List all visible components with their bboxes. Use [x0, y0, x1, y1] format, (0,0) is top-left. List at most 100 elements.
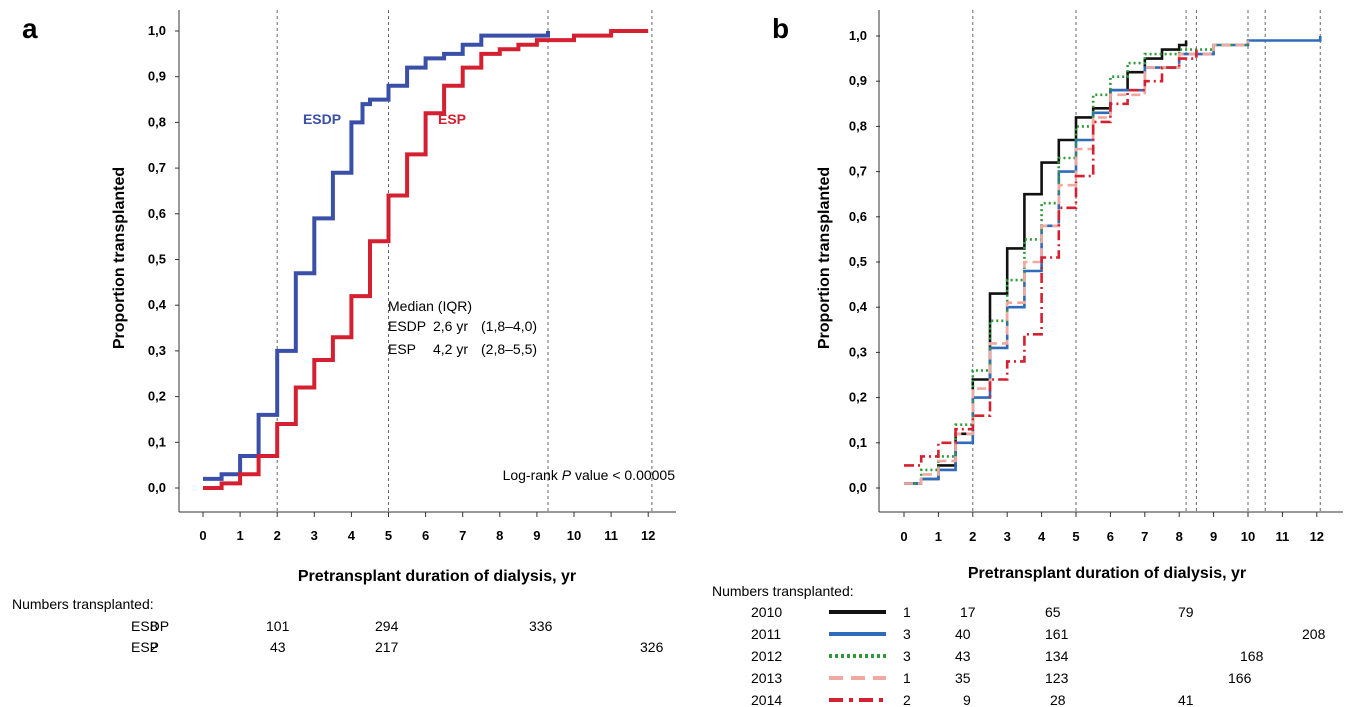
y-tick-label: 1,0: [148, 23, 166, 38]
numbers-cell: 28: [1050, 692, 1066, 707]
logrank-prefix: Log-rank: [503, 467, 562, 483]
numbers-row-label: ESP: [131, 639, 159, 655]
numbers-cell: 2: [903, 692, 911, 707]
numbers-cell: 8: [150, 618, 158, 634]
numbers-cell: 3: [903, 626, 911, 642]
y-tick-label: 0,3: [849, 344, 867, 359]
y-tick-label: 0,2: [849, 390, 867, 405]
numbers-cell: 168: [1240, 648, 1264, 664]
series-line-esdp: [203, 31, 550, 481]
y-tick-label: 0,1: [849, 435, 867, 450]
numbers-cell: 208: [1302, 626, 1326, 642]
y-tick-label: 0,4: [148, 297, 167, 312]
numbers-cell: 40: [955, 626, 971, 642]
logrank-p: P: [562, 467, 572, 483]
panel-b-letter: b: [772, 13, 789, 44]
y-tick-label: 0,2: [148, 389, 166, 404]
numbers-cell: 326: [640, 639, 664, 655]
median-title: Median (IQR): [388, 298, 472, 314]
series-line-2010: [904, 40, 1188, 485]
panel-a-letter: a: [22, 13, 38, 44]
numbers-cell: 1: [903, 604, 911, 620]
x-tick-label: 1: [236, 528, 243, 543]
series-label-esdp: ESDP: [303, 111, 341, 127]
median-row-esdp-iqr: (1,8–4,0): [481, 318, 537, 334]
series-line-esp: [203, 29, 649, 490]
x-tick-label: 11: [1276, 529, 1290, 544]
median-row-esp-value: 4,2 yr: [433, 341, 468, 357]
y-tick-label: 0,8: [849, 118, 867, 133]
x-tick-label: 5: [1072, 529, 1079, 544]
median-row-esdp-value: 2,6 yr: [433, 318, 468, 334]
x-tick-label: 12: [1310, 529, 1324, 544]
numbers-cell: 101: [266, 618, 290, 634]
x-tick-label: 10: [567, 528, 581, 543]
y-tick-label: 0,5: [849, 254, 867, 269]
y-tick-label: 0,9: [148, 69, 166, 84]
numbers-cell: 43: [270, 639, 286, 655]
numbers-cell: 17: [960, 604, 976, 620]
x-tick-label: 3: [1004, 529, 1011, 544]
y-tick-label: 0,4: [849, 299, 868, 314]
y-tick-label: 0,0: [148, 480, 166, 495]
panel-b-x-axis-title: Pretransplant duration of dialysis, yr: [968, 565, 1246, 582]
panel-b-numbers-title: Numbers transplanted:: [712, 583, 854, 599]
x-tick-label: 4: [348, 528, 356, 543]
x-tick-label: 3: [311, 528, 318, 543]
numbers-cell: 294: [375, 618, 399, 634]
median-row-esdp-group: ESDP: [388, 318, 426, 334]
x-tick-label: 0: [199, 528, 206, 543]
numbers-cell: 43: [955, 648, 971, 664]
x-tick-label: 2: [274, 528, 281, 543]
numbers-cell: 166: [1228, 670, 1252, 686]
numbers-row-label: ESDP: [131, 618, 169, 634]
numbers-row-label: 2012: [751, 648, 782, 664]
x-tick-label: 4: [1038, 529, 1046, 544]
x-tick-label: 8: [496, 528, 503, 543]
panel-a-y-axis-title: Proportion transplanted: [111, 167, 128, 349]
logrank-note: Log-rank P value < 0.00005: [503, 467, 676, 483]
x-tick-label: 0: [900, 529, 907, 544]
x-tick-label: 9: [1210, 529, 1217, 544]
numbers-cell: 2: [150, 639, 158, 655]
x-tick-label: 5: [385, 528, 392, 543]
numbers-cell: 65: [1045, 604, 1061, 620]
y-tick-label: 0,7: [849, 164, 867, 179]
x-tick-label: 11: [604, 528, 618, 543]
logrank-suffix: value < 0.00005: [571, 467, 675, 483]
numbers-row-label: 2014: [751, 692, 782, 707]
median-row-esp-iqr: (2,8–5,5): [481, 341, 537, 357]
y-tick-label: 0,9: [849, 73, 867, 88]
numbers-cell: 9: [963, 692, 971, 707]
median-row-esp-group: ESP: [388, 341, 416, 357]
x-tick-label: 1: [935, 529, 942, 544]
numbers-row-label: 2013: [751, 670, 782, 686]
x-tick-label: 6: [422, 528, 429, 543]
numbers-cell: 134: [1045, 648, 1069, 664]
numbers-cell: 41: [1178, 692, 1194, 707]
numbers-cell: 1: [903, 670, 911, 686]
y-tick-label: 0,1: [148, 434, 166, 449]
y-tick-label: 0,5: [148, 252, 166, 267]
numbers-row-label: 2011: [751, 626, 781, 642]
numbers-cell: 123: [1045, 670, 1069, 686]
x-tick-label: 10: [1241, 529, 1255, 544]
numbers-cell: 161: [1045, 626, 1069, 642]
y-tick-label: 0,6: [849, 209, 867, 224]
x-tick-label: 9: [533, 528, 540, 543]
panel-a-x-axis-title: Pretransplant duration of dialysis, yr: [298, 568, 576, 585]
numbers-row-label: 2010: [751, 604, 782, 620]
y-tick-label: 0,0: [849, 480, 867, 495]
numbers-cell: 3: [903, 648, 911, 664]
numbers-cell: 336: [529, 618, 553, 634]
numbers-cell: 35: [955, 670, 971, 686]
y-tick-label: 0,7: [148, 160, 166, 175]
x-tick-label: 6: [1107, 529, 1114, 544]
y-tick-label: 0,8: [148, 114, 166, 129]
y-tick-label: 0,6: [148, 206, 166, 221]
x-tick-label: 2: [969, 529, 976, 544]
numbers-cell: 79: [1178, 604, 1194, 620]
